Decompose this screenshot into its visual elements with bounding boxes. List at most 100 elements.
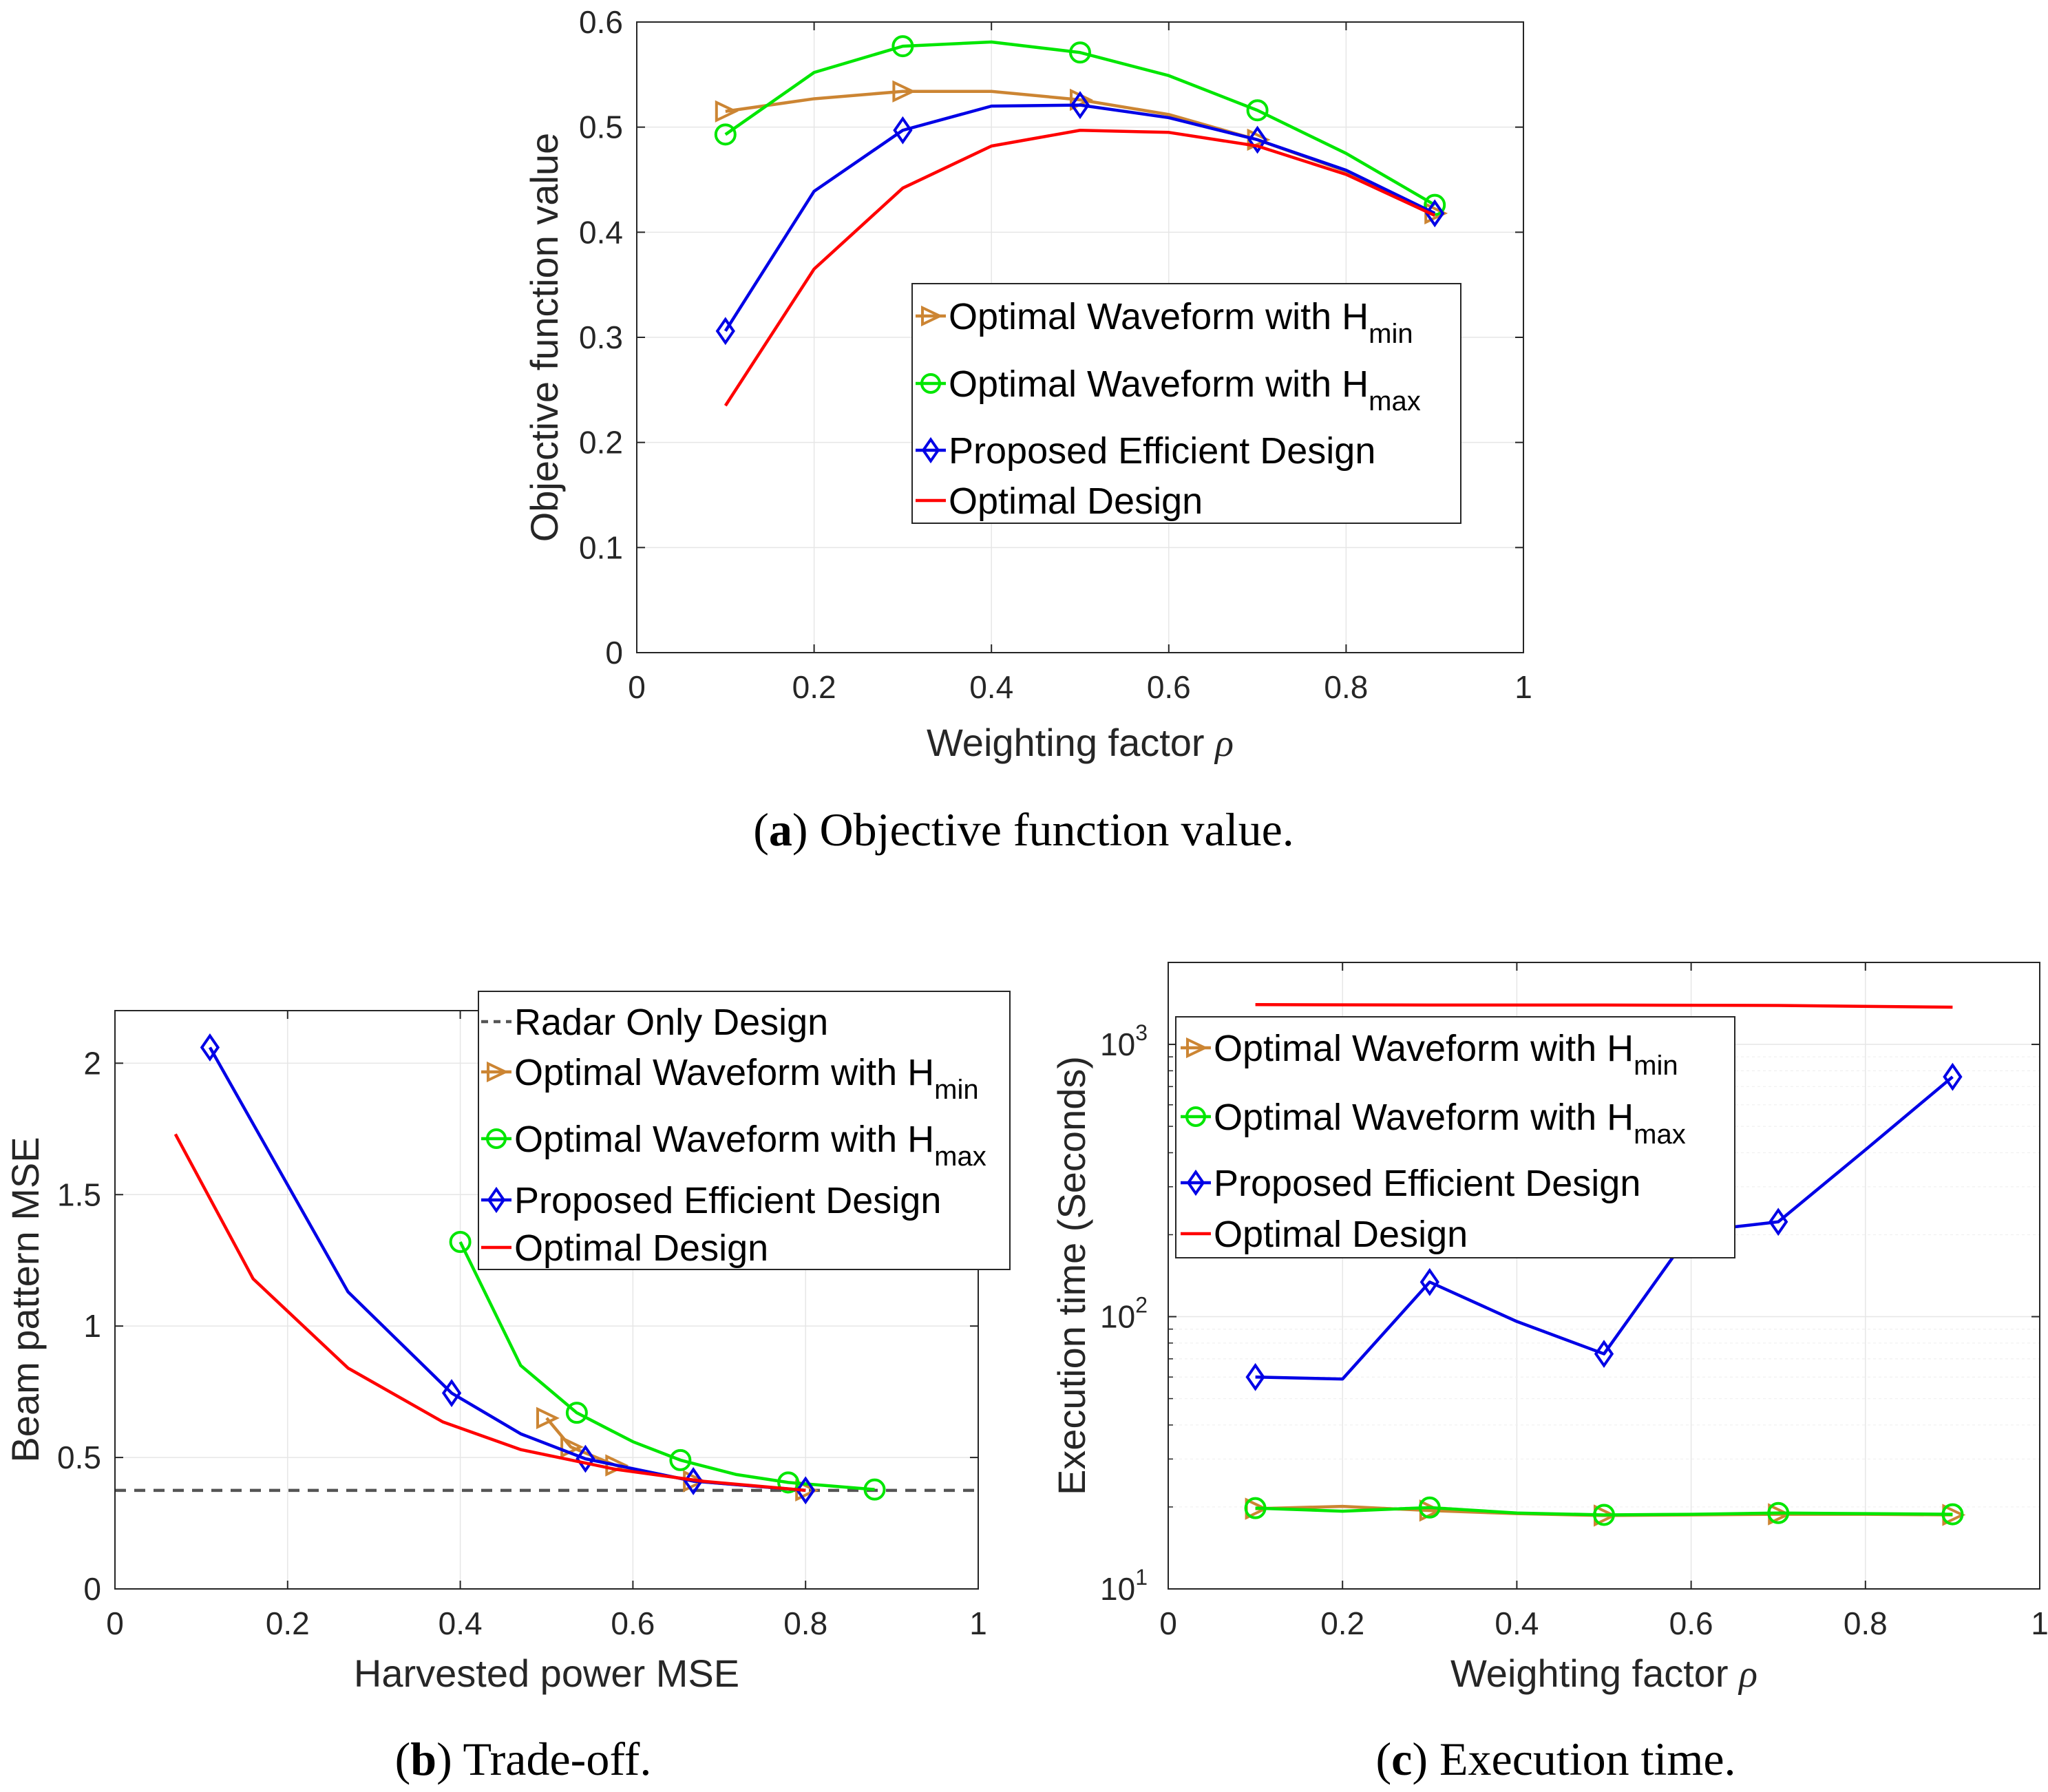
series-line [724,103,1436,333]
y-tick-label: 0.3 [579,319,623,355]
series-marker [1069,41,1091,64]
legend-marker [487,1186,506,1214]
series-marker [1769,1208,1788,1236]
legend-box [1175,1016,1735,1258]
x-tick-label: 0.8 [783,1605,827,1641]
series-marker [536,1406,560,1429]
panel-b-x-axis-label: Harvested power MSE [354,1652,739,1695]
series-marker [1941,1503,1964,1526]
x-tick-label: 0.2 [266,1605,310,1641]
x-tick-label: 0.6 [1669,1605,1713,1641]
series-marker [891,35,914,58]
x-tick-label: 0.6 [611,1605,655,1641]
panel-b-ticks: 0 0.2 0.4 0.6 0.8 1 0 0.5 1 1.5 2 [57,1011,987,1641]
x-tick-label: 0 [106,1605,124,1641]
y-tick-label: 1.5 [57,1177,101,1212]
panel-a-x-axis-label: Weighting factor ρ [927,721,1234,765]
series-line [1255,1003,1953,1009]
series-marker [715,100,739,123]
y-tick-label: 0 [605,635,623,671]
y-tick-label: 0.4 [579,214,623,250]
y-tick-label: 0.6 [579,4,623,40]
series-marker [1418,1496,1441,1519]
legend-label: Optimal Waveform with Hmin [949,296,1413,349]
series-marker [441,1379,462,1407]
series-marker [1425,199,1445,228]
series-line [173,1133,806,1493]
panel-c-legend: Optimal Waveform with Hmin Optimal Wavefo… [1175,1016,1735,1258]
y-tick-label: 0.1 [579,529,623,565]
legend-marker [921,305,943,327]
panel-c-series [1244,1003,1966,1527]
series-marker [1244,1497,1267,1519]
panel-c-frame [1168,962,2040,1590]
legend-label: Optimal Waveform with Hmax [1214,1097,1686,1150]
legend-label: Proposed Efficient Design [1214,1163,1640,1204]
series-marker [1245,1362,1265,1391]
series-marker [669,1448,692,1471]
panel-c-y-axis-label: Execution time (Seconds) [1050,1056,1093,1495]
series-line [724,40,1436,207]
series-marker [1594,1340,1614,1368]
panel-c-x-axis-label: Weighting factor ρ [1450,1652,1757,1696]
panel-a-ticks: 0 0.2 0.4 0.6 0.8 1 0 0.1 0.2 0.3 0.4 0.5 0.6 [579,4,1532,705]
legend-label: Proposed Efficient Design [949,430,1375,472]
y-tick-label: 102 [1100,1293,1148,1335]
panel-b-y-axis-label: Beam pattern MSE [3,1137,47,1462]
y-tick-label: 0.5 [57,1440,101,1475]
y-tick-label: 2 [83,1045,101,1081]
legend-label: Optimal Design [514,1227,768,1269]
panel-b-trade-off: 0 0.2 0.4 0.6 0.8 1 0 0.5 1 1.5 2 Harvested power … [3,991,1011,1695]
series-line [1255,1506,1953,1517]
caption-a: (a) Objective function value. [753,803,1294,856]
series-marker [893,116,913,145]
y-tick-label: 0 [83,1571,101,1607]
series-marker [796,1476,816,1505]
x-tick-label: 0.2 [792,669,836,705]
x-tick-label: 0 [628,669,646,705]
panel-b-series [115,1033,978,1505]
caption-b: (b) Trade-off. [395,1733,652,1785]
series-marker [560,1435,584,1458]
legend-box [478,991,1011,1270]
series-marker [777,1471,800,1494]
x-tick-label: 0.4 [1495,1605,1539,1641]
y-tick-label: 103 [1100,1020,1148,1062]
legend-marker [487,1061,509,1083]
series-line [1255,1075,1954,1381]
x-tick-label: 0 [1159,1605,1177,1641]
series-marker [714,123,737,146]
panel-b-legend: Radar Only Design Optimal Waveform with H… [478,991,1011,1270]
legend-marker [1186,1169,1205,1197]
legend-label: Optimal Waveform with Hmin [514,1052,979,1105]
x-tick-label: 0.4 [439,1605,483,1641]
legend-marker [486,1128,507,1149]
legend-label: Optimal Waveform with Hmax [949,363,1421,417]
panel-a-y-axis-label: Objective function value [522,133,566,542]
legend-label: Radar Only Design [514,1002,828,1043]
series-line [724,128,1436,407]
series-marker [1593,1504,1615,1526]
series-marker [1246,99,1269,122]
series-marker [449,1231,472,1253]
legend-label: Optimal Waveform with Hmin [1214,1028,1678,1081]
x-tick-label: 0.4 [969,669,1013,705]
panel-c-execution-time: 0 0.2 0.4 0.6 0.8 1 101 102 103 Weighting factor… [1050,962,2048,1696]
series-marker [892,80,916,103]
series-marker [1767,1501,1790,1524]
x-tick-label: 0.8 [1844,1605,1888,1641]
panel-a-series [714,35,1448,407]
legend-label: Optimal Waveform with Hmax [514,1119,986,1172]
y-tick-label: 1 [83,1308,101,1344]
panel-a-frame [636,21,1524,653]
series-marker [1419,1267,1439,1296]
legend-box [911,283,1461,524]
series-marker [1943,1062,1963,1091]
legend-label: Proposed Efficient Design [514,1180,941,1221]
x-tick-label: 0.8 [1324,669,1368,705]
series-marker [863,1478,886,1501]
y-tick-label: 0.2 [579,425,623,461]
y-tick-label: 0.5 [579,109,623,145]
series-marker [715,317,735,346]
